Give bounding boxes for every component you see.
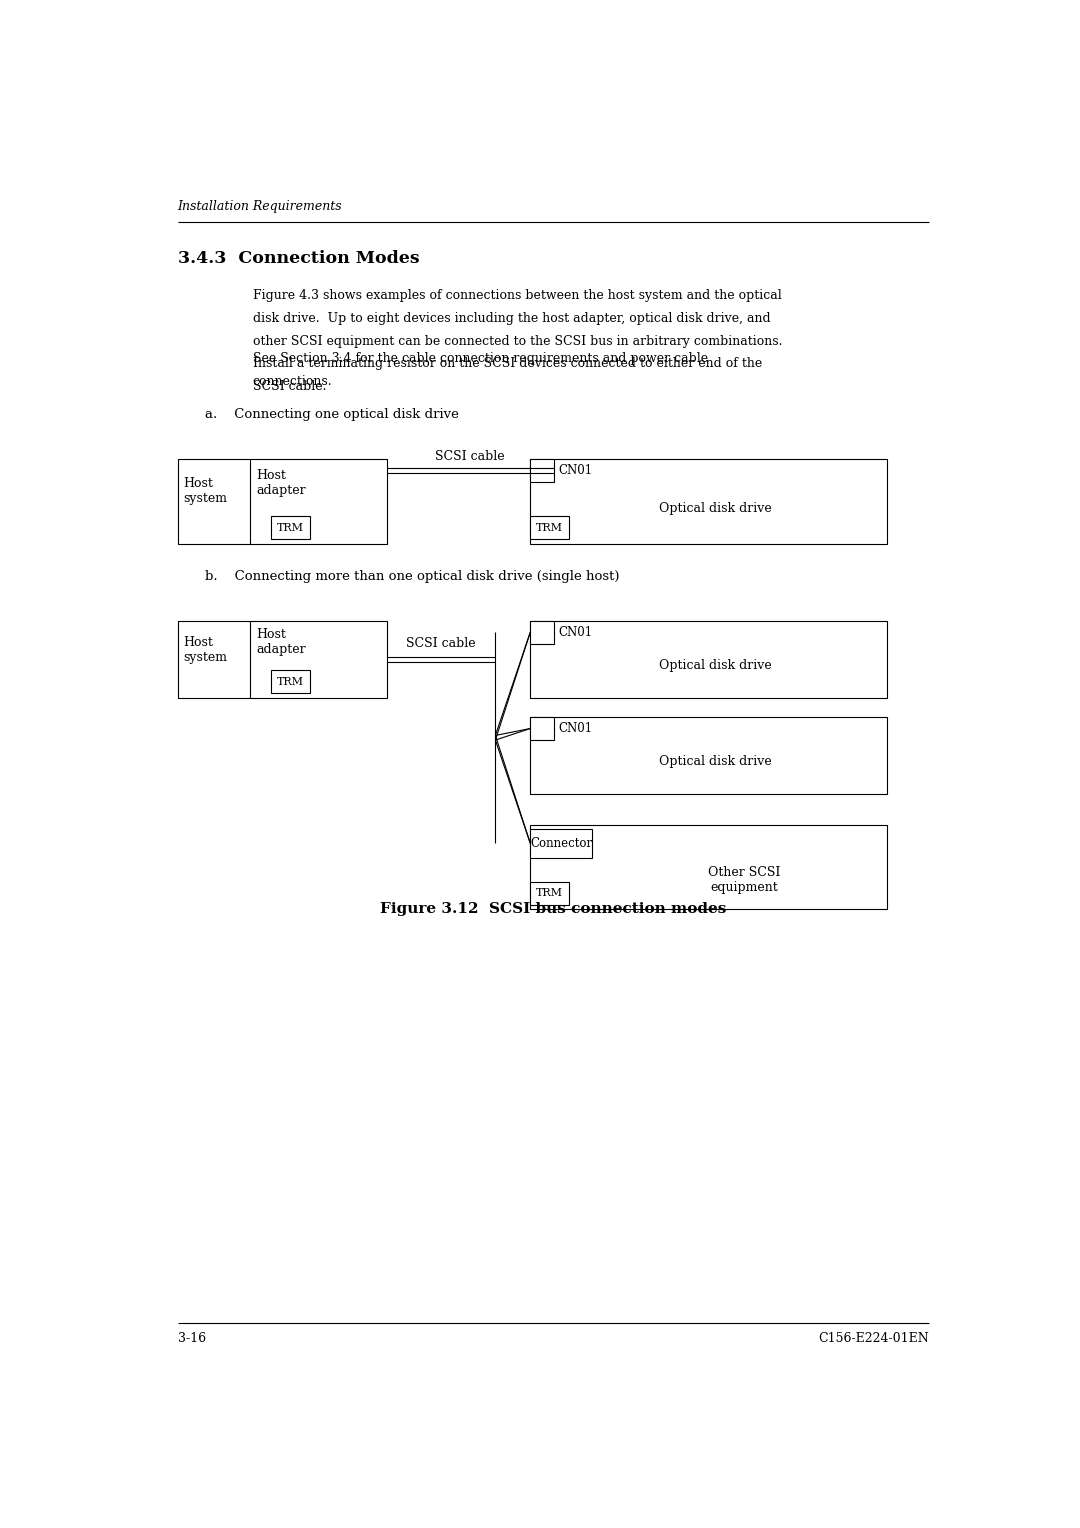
Bar xyxy=(530,825,887,909)
Text: Host
system: Host system xyxy=(183,477,227,506)
Text: CN01: CN01 xyxy=(558,465,592,477)
Text: a.    Connecting one optical disk drive: a. Connecting one optical disk drive xyxy=(205,408,459,420)
Bar xyxy=(530,620,887,698)
Text: TRM: TRM xyxy=(278,523,305,533)
Bar xyxy=(530,717,887,795)
Text: other SCSI equipment can be connected to the SCSI bus in arbitrary combinations.: other SCSI equipment can be connected to… xyxy=(253,335,782,348)
Text: Host
adapter: Host adapter xyxy=(256,469,306,497)
Text: CN01: CN01 xyxy=(558,626,592,639)
Text: Install a terminating resistor on the SCSI devices connected to either end of th: Install a terminating resistor on the SC… xyxy=(253,358,762,370)
Text: CN01: CN01 xyxy=(558,723,592,735)
Bar xyxy=(530,717,554,740)
Bar xyxy=(530,620,554,643)
Text: Other SCSI
equipment: Other SCSI equipment xyxy=(708,866,781,894)
Text: SCSI cable: SCSI cable xyxy=(406,637,476,651)
Text: Figure 4.3 shows examples of connections between the host system and the optical: Figure 4.3 shows examples of connections… xyxy=(253,289,782,303)
Text: 3-16: 3-16 xyxy=(177,1332,206,1345)
Text: Host
adapter: Host adapter xyxy=(256,628,306,657)
Text: disk drive.  Up to eight devices including the host adapter, optical disk drive,: disk drive. Up to eight devices includin… xyxy=(253,312,770,325)
Bar xyxy=(530,458,554,483)
Text: Optical disk drive: Optical disk drive xyxy=(659,755,772,769)
Text: b.    Connecting more than one optical disk drive (single host): b. Connecting more than one optical disk… xyxy=(205,570,619,582)
Text: TRM: TRM xyxy=(536,523,563,533)
Bar xyxy=(271,669,310,694)
Text: TRM: TRM xyxy=(278,677,305,686)
Text: SCSI cable: SCSI cable xyxy=(435,451,505,463)
Bar xyxy=(530,828,592,857)
Text: Optical disk drive: Optical disk drive xyxy=(659,659,772,672)
Bar xyxy=(530,882,569,905)
Text: Figure 3.12  SCSI bus connection modes: Figure 3.12 SCSI bus connection modes xyxy=(380,903,727,917)
Text: Optical disk drive: Optical disk drive xyxy=(659,501,772,515)
Text: Installation Requirements: Installation Requirements xyxy=(177,200,342,212)
Text: See Section 3.4 for the cable connection requirements and power cable: See Section 3.4 for the cable connection… xyxy=(253,353,707,365)
Bar xyxy=(530,458,887,544)
Bar xyxy=(271,516,310,539)
Bar xyxy=(177,458,387,544)
Text: Connector: Connector xyxy=(530,837,592,850)
Text: SCSI cable.: SCSI cable. xyxy=(253,380,326,393)
Text: 3.4.3  Connection Modes: 3.4.3 Connection Modes xyxy=(177,251,419,267)
Bar xyxy=(177,620,387,698)
Bar xyxy=(530,516,569,539)
Text: C156-E224-01EN: C156-E224-01EN xyxy=(819,1332,930,1345)
Text: Host
system: Host system xyxy=(183,636,227,665)
Text: TRM: TRM xyxy=(536,888,563,898)
Text: connections.: connections. xyxy=(253,376,333,388)
